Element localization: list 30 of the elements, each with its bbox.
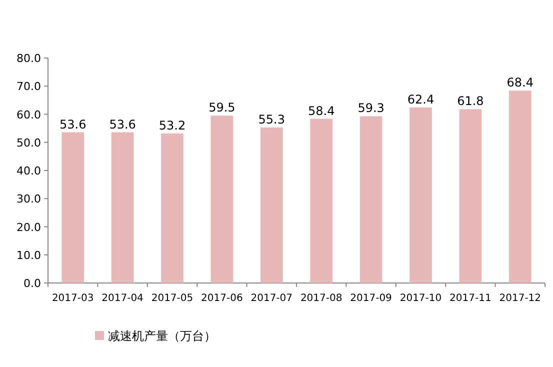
x-tick-label: 2017-03: [52, 293, 94, 304]
data-label: 55.3: [258, 112, 286, 126]
data-label: 68.4: [506, 76, 534, 90]
data-label: 62.4: [407, 92, 434, 106]
y-tick-label: 0.0: [24, 277, 41, 290]
data-label: 53.6: [109, 117, 136, 132]
x-tick-label: 2017-08: [300, 293, 342, 304]
y-tick-label: 10.0: [16, 248, 41, 262]
y-tick-label: 70.0: [16, 80, 41, 94]
y-tick-label: 20.0: [16, 220, 41, 234]
data-label: 53.2: [158, 118, 186, 132]
data-label: 59.3: [358, 101, 384, 116]
data-label: 53.6: [59, 117, 86, 132]
x-tick-label: 2017-11: [450, 293, 492, 304]
x-tick-label: 2017-05: [151, 293, 194, 304]
x-tick-label: 2017-07: [250, 293, 293, 304]
y-tick-label: 50.0: [16, 136, 41, 150]
x-tick-label: 2017-09: [350, 293, 392, 304]
x-tick-label: 2017-04: [102, 293, 144, 304]
y-tick-label: 80.0: [16, 52, 41, 65]
y-tick-label: 30.0: [16, 192, 41, 206]
x-tick-label: 2017-12: [499, 293, 542, 304]
x-tick-label: 2017-10: [400, 293, 442, 304]
legend-label: 减速机产量（万台）: [108, 329, 216, 343]
y-tick-label: 60.0: [16, 108, 41, 122]
data-label: 59.5: [208, 100, 236, 115]
y-tick-label: 40.0: [16, 164, 41, 178]
data-label: 61.8: [457, 94, 484, 108]
x-tick-label: 2017-06: [201, 293, 243, 304]
data-label: 58.4: [308, 104, 335, 118]
